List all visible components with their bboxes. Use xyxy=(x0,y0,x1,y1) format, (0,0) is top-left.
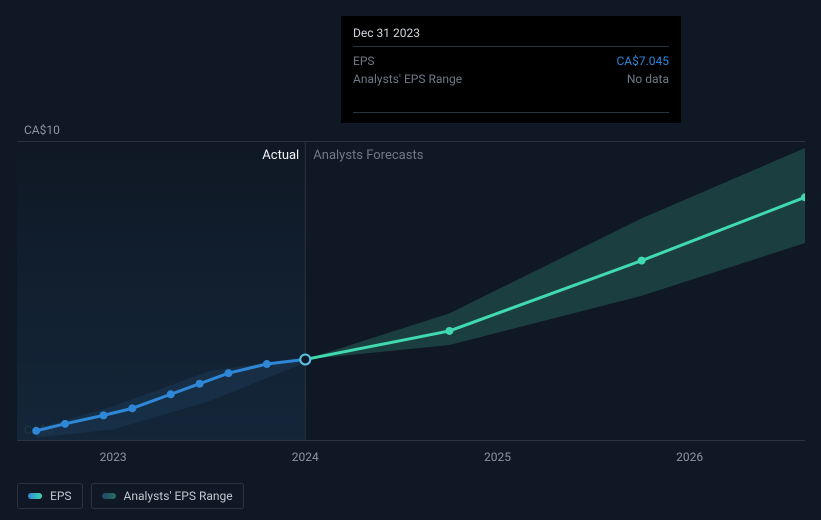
gridline-bottom xyxy=(17,440,805,441)
legend-label: Analysts' EPS Range xyxy=(124,489,233,503)
tooltip-divider xyxy=(353,112,669,113)
x-tick-label: 2023 xyxy=(100,450,127,464)
tooltip-row: EPS CA$7.045 xyxy=(353,52,669,70)
legend: EPS Analysts' EPS Range xyxy=(17,483,244,509)
plot-svg[interactable] xyxy=(17,141,805,440)
eps-forecast-chart: CA$10 CA$6 2023 2024 2025 2026 Actual An… xyxy=(0,0,821,520)
y-tick-label: CA$10 xyxy=(24,123,60,137)
legend-swatch-icon xyxy=(28,493,42,499)
tooltip-value: CA$7.045 xyxy=(616,54,669,68)
x-tick-label: 2026 xyxy=(676,450,703,464)
tooltip-value: No data xyxy=(627,72,669,86)
tooltip-date: Dec 31 2023 xyxy=(353,26,669,47)
legend-item-eps[interactable]: EPS xyxy=(17,483,83,509)
legend-label: EPS xyxy=(50,489,72,503)
tooltip: Dec 31 2023 EPS CA$7.045 Analysts' EPS R… xyxy=(341,16,681,123)
tooltip-label: EPS xyxy=(353,54,375,68)
tooltip-row: Analysts' EPS Range No data xyxy=(353,70,669,88)
tooltip-label: Analysts' EPS Range xyxy=(353,72,462,86)
x-tick-label: 2025 xyxy=(484,450,511,464)
x-tick-label: 2024 xyxy=(292,450,319,464)
legend-item-eps-range[interactable]: Analysts' EPS Range xyxy=(91,483,244,509)
legend-swatch-icon xyxy=(102,493,116,499)
